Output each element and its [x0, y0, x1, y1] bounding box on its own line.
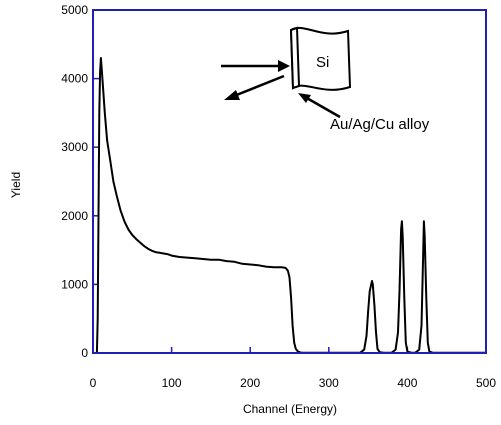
y-tick-label: 4000: [61, 72, 88, 86]
sample-schematic: Si Au/Ag/Cu alloy: [221, 26, 430, 133]
plot-frame: [92, 9, 487, 354]
alloy-pointer-line: [304, 95, 341, 119]
x-tick-label: 200: [240, 376, 260, 390]
si-layer-shape: [289, 26, 352, 91]
x-tick-label: 100: [162, 376, 182, 390]
y-axis-label: Yield: [9, 172, 23, 198]
x-tick-label: 500: [476, 376, 496, 390]
x-axis-label: Channel (Energy): [243, 402, 337, 416]
alloy-label: Au/Ag/Cu alloy: [330, 116, 430, 133]
x-tick-label: 400: [397, 376, 417, 390]
yield-series-line: [93, 57, 486, 354]
incident-arrowhead: [278, 60, 290, 72]
y-tick-label: 0: [81, 346, 88, 360]
y-tick-label: 3000: [61, 140, 88, 154]
backscatter-arrowhead: [224, 90, 240, 100]
y-tick-label: 1000: [61, 277, 88, 291]
y-tick-label: 2000: [61, 209, 88, 223]
si-label: Si: [316, 54, 329, 71]
y-tick-label: 5000: [61, 3, 88, 17]
backscatter-arrow: [233, 74, 285, 98]
x-tick-label: 0: [90, 376, 97, 390]
x-tick-label: 300: [319, 376, 339, 390]
alloy-film-shape: [289, 26, 301, 90]
alloy-pointer-arrowhead: [298, 93, 311, 103]
